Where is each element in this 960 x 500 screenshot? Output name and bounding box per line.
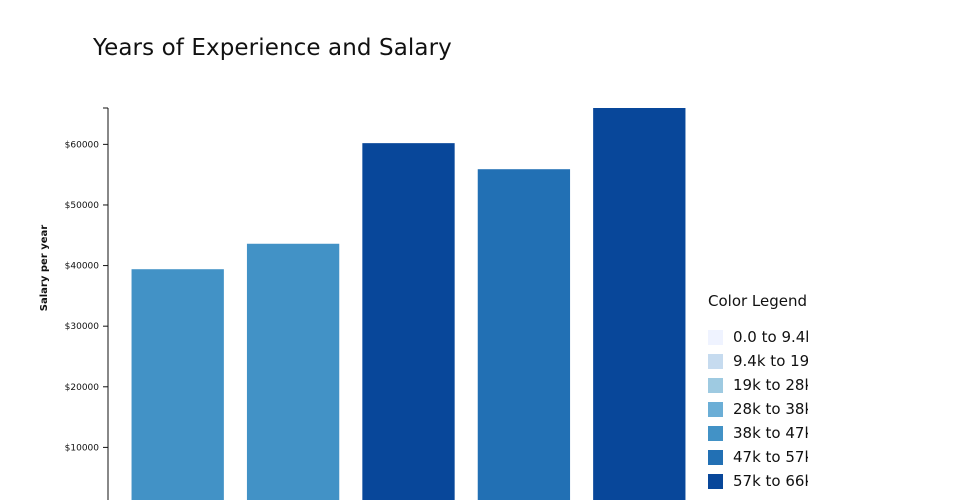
y-tick-label: $20000 <box>65 383 100 393</box>
y-axis: $10000 $20000 $30000 $40000 $50000 $60000 <box>65 107 109 500</box>
legend-item: 19k to 28k <box>708 373 808 397</box>
legend-item: 57k to 66k <box>708 469 808 493</box>
legend-label: 28k to 38k <box>733 400 808 418</box>
legend-items: 0.0 to 9.4k 9.4k to 19k 19k to 28k 28k to 3… <box>708 325 808 493</box>
legend-swatch <box>708 449 723 465</box>
legend-item: 28k to 38k <box>708 397 808 421</box>
legend-item: 9.4k to 19k <box>708 349 808 373</box>
y-tick-label: $40000 <box>65 262 100 272</box>
legend-item: 38k to 47k <box>708 421 808 445</box>
legend-item: 0.0 to 9.4k <box>708 325 808 349</box>
legend-title: Color Legend <box>708 292 808 310</box>
bar[interactable] <box>593 108 686 500</box>
y-tick-label: $10000 <box>65 443 100 453</box>
legend-swatch <box>708 329 723 345</box>
legend-swatch <box>708 425 723 441</box>
bar[interactable] <box>362 143 455 500</box>
legend-item: 47k to 57k <box>708 445 808 469</box>
y-tick-label: $50000 <box>65 201 100 211</box>
legend-label: 38k to 47k <box>733 424 808 442</box>
color-legend: Color Legend 0.0 to 9.4k 9.4k to 19k 19k t… <box>708 292 808 493</box>
legend-swatch <box>708 353 723 369</box>
legend-label: 19k to 28k <box>733 376 808 394</box>
bar[interactable] <box>246 243 340 500</box>
legend-swatch <box>708 473 723 489</box>
chart-title: Years of Experience and Salary <box>93 35 452 61</box>
legend-swatch <box>708 377 723 393</box>
y-axis-label: Salary per year <box>39 225 50 311</box>
legend-label: 57k to 66k <box>733 472 808 490</box>
legend-label: 0.0 to 9.4k <box>733 328 808 346</box>
y-tick-label: $60000 <box>65 140 100 150</box>
legend-label: 47k to 57k <box>733 448 808 466</box>
bars-group <box>131 108 686 500</box>
y-tick-label: $30000 <box>65 322 100 332</box>
legend-label: 9.4k to 19k <box>733 352 808 370</box>
legend-swatch <box>708 401 723 417</box>
bar[interactable] <box>477 169 571 500</box>
bar[interactable] <box>131 269 224 500</box>
